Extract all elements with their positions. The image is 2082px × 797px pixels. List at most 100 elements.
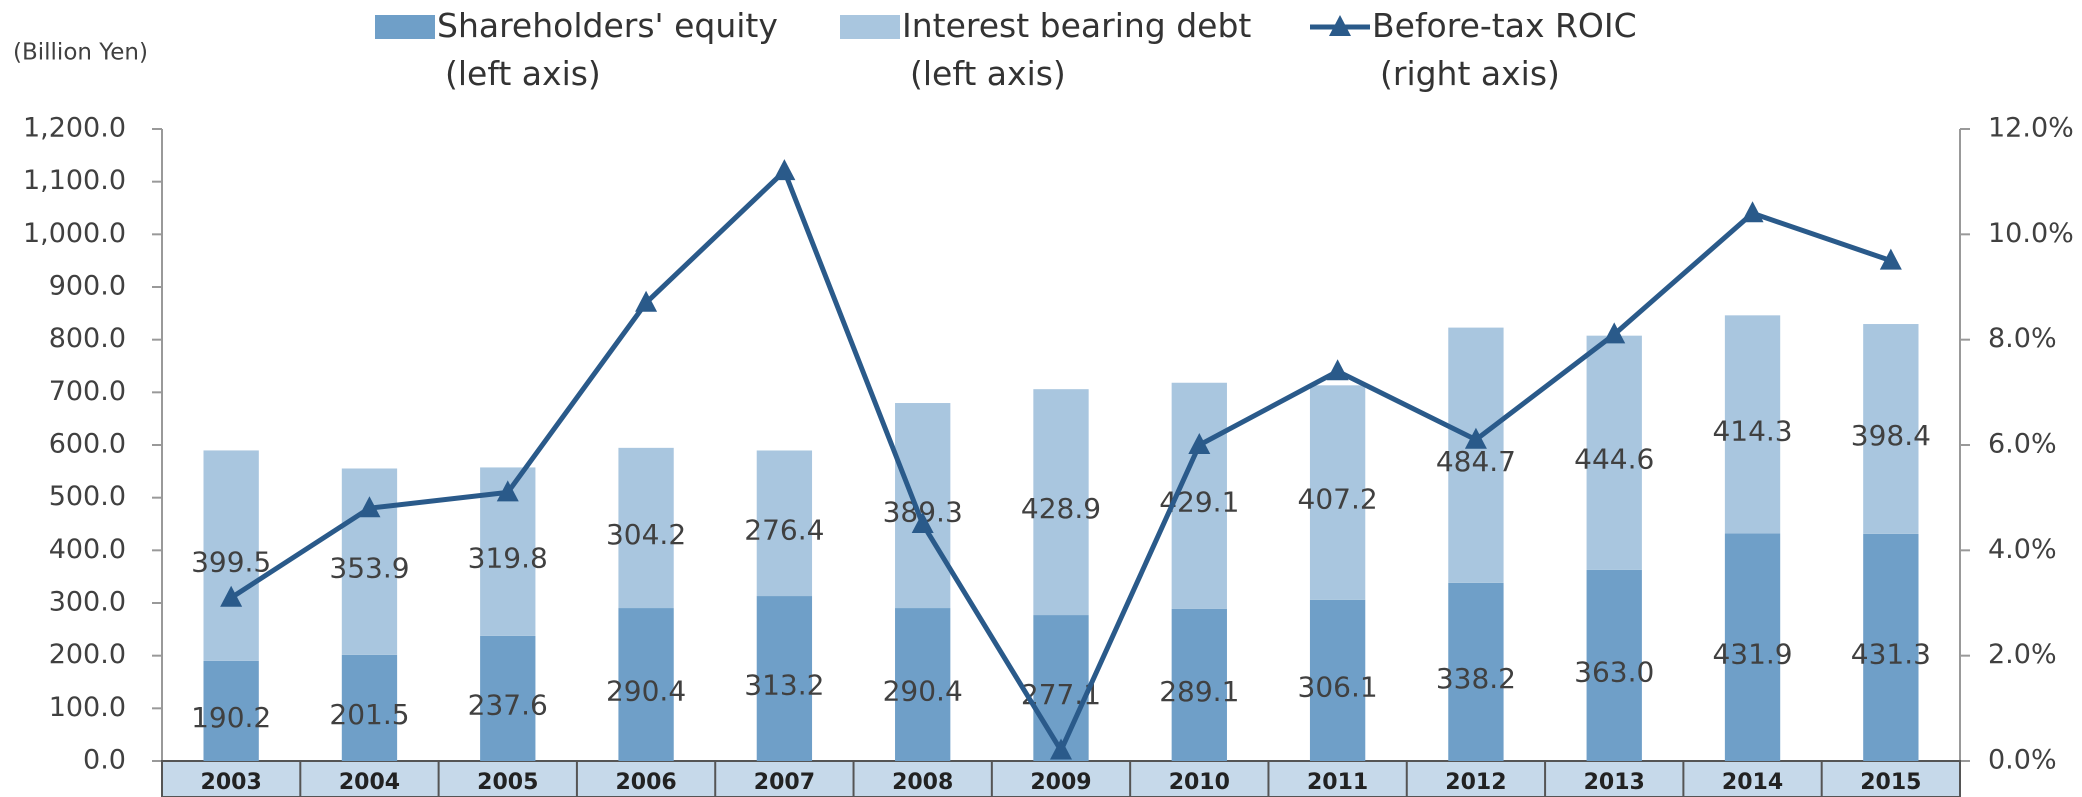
x-tick-label: 2004 — [339, 770, 400, 795]
x-tick-label: 2012 — [1445, 770, 1506, 795]
y2-tick-label: 6.0% — [1988, 429, 2057, 460]
y-tick-label: 700.0 — [49, 376, 126, 407]
unit-label: (Billion Yen) — [13, 40, 148, 66]
data-label: 313.2 — [744, 669, 824, 702]
y-tick-label: 800.0 — [49, 323, 126, 354]
data-label: 304.2 — [606, 518, 686, 551]
data-label: 484.7 — [1436, 445, 1516, 478]
legend-marker — [1329, 15, 1351, 36]
marker — [1326, 359, 1349, 381]
bar — [203, 660, 259, 761]
data-label: 431.9 — [1712, 637, 1792, 670]
data-label: 289.1 — [1159, 675, 1239, 708]
y-tick-label: 1,200.0 — [23, 113, 126, 144]
legend-swatch — [375, 15, 435, 39]
legend-label: Shareholders' equity (left axis) — [437, 6, 778, 93]
data-label: 190.2 — [191, 701, 271, 734]
bar — [480, 635, 536, 761]
y2-tick-label: 2.0% — [1988, 639, 2057, 670]
bar — [1586, 335, 1642, 570]
data-label: 319.8 — [468, 542, 548, 575]
legend-label: Before-tax ROIC (right axis) — [1372, 6, 1637, 93]
marker — [1879, 248, 1902, 270]
bar — [1448, 327, 1504, 583]
bar — [1171, 382, 1227, 609]
data-label: 290.4 — [883, 675, 963, 708]
bar — [618, 447, 674, 609]
y2-tick-label: 8.0% — [1988, 323, 2057, 354]
data-label: 399.5 — [191, 546, 271, 579]
x-tick-label: 2003 — [201, 770, 262, 795]
marker — [1741, 201, 1764, 223]
bar — [1033, 389, 1089, 616]
marker — [1603, 322, 1626, 344]
y2-tick-label: 12.0% — [1988, 113, 2074, 144]
data-label: 363.0 — [1574, 655, 1654, 688]
marker — [496, 480, 519, 502]
data-label: 444.6 — [1574, 443, 1654, 476]
bar — [1309, 385, 1366, 600]
bar — [1863, 324, 1919, 534]
bar — [1863, 533, 1919, 761]
bar — [756, 450, 813, 597]
data-label: 431.3 — [1851, 637, 1931, 670]
marker — [635, 290, 658, 312]
y-tick-label: 400.0 — [49, 534, 126, 565]
bar — [1724, 533, 1781, 761]
x-tick-label: 2007 — [754, 770, 815, 795]
bar — [1586, 569, 1642, 761]
y2-tick-label: 0.0% — [1988, 745, 2057, 776]
y-tick-label: 300.0 — [49, 587, 126, 618]
x-tick-label: 2013 — [1584, 770, 1645, 795]
legend-label: Interest bearing debt (left axis) — [902, 6, 1251, 93]
legend-swatch — [840, 15, 900, 39]
x-tick-label: 2009 — [1030, 770, 1091, 795]
bar — [756, 596, 813, 761]
y2-tick-label: 4.0% — [1988, 534, 2057, 565]
data-label: 306.1 — [1298, 670, 1378, 703]
y-tick-label: 1,100.0 — [23, 165, 126, 196]
marker — [1050, 738, 1072, 760]
marker — [911, 512, 934, 533]
marker — [773, 159, 796, 181]
x-tick-label: 2005 — [477, 770, 538, 795]
data-label: 237.6 — [468, 688, 548, 721]
y-tick-label: 0.0 — [83, 745, 126, 776]
bar — [341, 654, 398, 761]
marker — [220, 585, 243, 607]
bar — [1171, 608, 1227, 761]
bar — [895, 608, 951, 761]
bar — [1309, 599, 1366, 761]
x-tick-label: 2015 — [1860, 770, 1921, 795]
data-label: 407.2 — [1298, 483, 1378, 516]
y2-tick-label: 10.0% — [1988, 218, 2074, 249]
marker — [1188, 433, 1211, 454]
x-tick-label: 2008 — [892, 770, 953, 795]
x-tick-label: 2010 — [1169, 770, 1230, 795]
bar — [618, 608, 674, 761]
y-tick-label: 600.0 — [49, 429, 126, 460]
y-tick-label: 500.0 — [49, 481, 126, 512]
bar — [1033, 615, 1089, 761]
x-tick-label: 2011 — [1307, 770, 1368, 795]
data-label: 353.9 — [329, 552, 409, 585]
y-tick-label: 100.0 — [49, 692, 126, 723]
data-label: 338.2 — [1436, 662, 1516, 695]
category-strip — [161, 760, 1961, 797]
marker — [358, 496, 381, 518]
y-tick-label: 200.0 — [49, 639, 126, 670]
data-label: 290.4 — [606, 675, 686, 708]
data-label: 201.5 — [329, 698, 409, 731]
data-label: 428.9 — [1021, 492, 1101, 525]
y-tick-label: 1,000.0 — [23, 218, 126, 249]
x-tick-label: 2014 — [1722, 770, 1783, 795]
x-tick-label: 2006 — [615, 770, 676, 795]
bar — [203, 450, 259, 661]
y-tick-label: 900.0 — [49, 271, 126, 302]
bar — [895, 403, 951, 609]
marker — [1464, 427, 1487, 449]
bar — [1448, 582, 1504, 761]
data-label: 398.4 — [1851, 419, 1931, 452]
bar — [1724, 315, 1781, 534]
